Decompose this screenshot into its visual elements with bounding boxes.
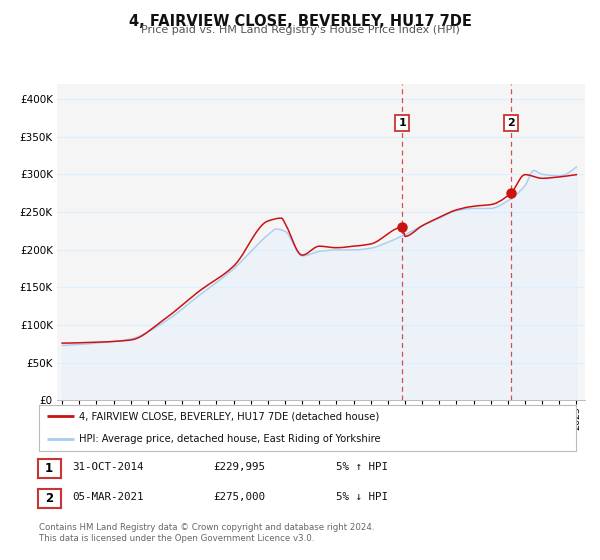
Text: 2: 2 [507, 118, 515, 128]
Text: Contains HM Land Registry data © Crown copyright and database right 2024.: Contains HM Land Registry data © Crown c… [39, 523, 374, 532]
Text: HPI: Average price, detached house, East Riding of Yorkshire: HPI: Average price, detached house, East… [79, 435, 381, 444]
Text: 4, FAIRVIEW CLOSE, BEVERLEY, HU17 7DE: 4, FAIRVIEW CLOSE, BEVERLEY, HU17 7DE [128, 14, 472, 29]
Text: This data is licensed under the Open Government Licence v3.0.: This data is licensed under the Open Gov… [39, 534, 314, 543]
Text: 4, FAIRVIEW CLOSE, BEVERLEY, HU17 7DE (detached house): 4, FAIRVIEW CLOSE, BEVERLEY, HU17 7DE (d… [79, 412, 380, 421]
Text: 5% ↓ HPI: 5% ↓ HPI [336, 492, 388, 502]
Text: 05-MAR-2021: 05-MAR-2021 [72, 492, 143, 502]
Text: 5% ↑ HPI: 5% ↑ HPI [336, 462, 388, 472]
Text: 1: 1 [45, 462, 53, 475]
Text: Price paid vs. HM Land Registry's House Price Index (HPI): Price paid vs. HM Land Registry's House … [140, 25, 460, 35]
Text: 1: 1 [398, 118, 406, 128]
Text: £229,995: £229,995 [213, 462, 265, 472]
Text: 2: 2 [45, 492, 53, 505]
Text: £275,000: £275,000 [213, 492, 265, 502]
Text: 31-OCT-2014: 31-OCT-2014 [72, 462, 143, 472]
